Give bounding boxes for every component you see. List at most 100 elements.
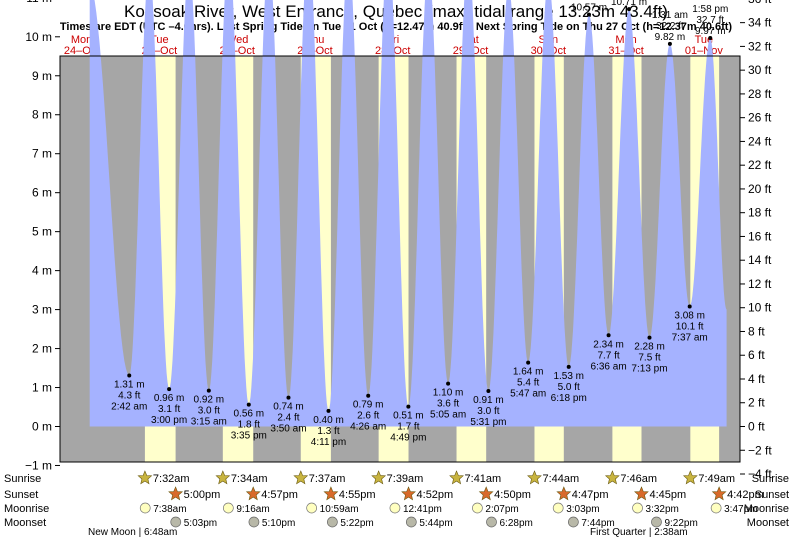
y-tick-label-m: 10 m (25, 30, 52, 44)
y-tick-label-ft: 14 ft (748, 253, 772, 267)
y-tick-label-m: 4 m (32, 264, 52, 278)
sunset-time: 4:50pm (494, 489, 531, 501)
y-axis-meters: 14 m13 m12 m11 m10 m9 m8 m7 m6 m5 m4 m3 … (25, 0, 60, 472)
y-tick-label-m: 7 m (32, 147, 52, 161)
moonrise-time: 12:41pm (403, 504, 442, 515)
y-tick-label-ft: 10 ft (748, 301, 772, 315)
moonrise-time: 2:07pm (485, 504, 518, 515)
tide-point (246, 402, 251, 407)
tide-time: 3:00 pm (151, 415, 187, 426)
tide-feet: 10.1 ft (676, 321, 704, 332)
tide-metres: 1.31 m (114, 379, 145, 390)
sunset-icon (323, 486, 339, 501)
tide-point (486, 389, 491, 394)
tide-time: 5:05 am (430, 410, 466, 421)
tide-metres: 0.40 m (313, 415, 344, 426)
tide-time: 1:58 pm (692, 4, 728, 15)
moonset-time: 6:28pm (499, 518, 532, 529)
day-name: Mon (71, 34, 92, 46)
tide-point (446, 381, 451, 386)
tide-feet: 7.7 ft (597, 350, 619, 361)
tide-feet: 5.0 ft (558, 382, 580, 393)
moonset-icon (568, 516, 579, 528)
sunrise-time: 7:37am (309, 473, 346, 485)
sunset-time: 4:52pm (417, 489, 454, 501)
tide-labels: 1.31 m4.3 ft2:42 am8:52 am38.5 ft11.72 m… (111, 0, 728, 448)
tide-metres: 9.82 m (655, 32, 686, 43)
astro-label-right-sunrise: Sunrise (752, 473, 789, 485)
moonrise-time: 9:16am (236, 504, 269, 515)
moonset-time: 7:44pm (581, 518, 614, 529)
astro-label-left-moonset: Moonset (4, 517, 46, 529)
tide-point (566, 364, 571, 369)
tide-point (667, 41, 672, 46)
tide-feet: 32.7 ft (696, 15, 724, 26)
tide-point (586, 12, 591, 17)
moonset-icon (248, 516, 260, 528)
moonset-icon (170, 516, 182, 528)
new-moon-note: New Moon | 6:48am (88, 527, 177, 538)
tide-time: 6:36 am (591, 361, 627, 372)
astro-label-right-sunset: Sunset (755, 489, 789, 501)
y-tick-label-ft: −4 ft (748, 467, 772, 481)
moonrise-icon (632, 502, 643, 514)
y-tick-label-m: 6 m (32, 186, 52, 200)
moonrise-icon (222, 502, 234, 514)
tide-feet: 5.4 ft (517, 378, 539, 389)
sunrise-icon (449, 470, 464, 485)
moonset-icon (405, 516, 417, 528)
tide-point (286, 395, 291, 400)
sunrise-icon (293, 470, 309, 485)
sunset-icon (401, 486, 416, 501)
tide-metres: 0.96 m (154, 393, 185, 404)
tide-point (206, 388, 211, 393)
tide-feet: 2.6 ft (357, 411, 379, 422)
moonset-time: 5:44pm (419, 518, 452, 529)
astro-label-right-moonrise: Moonrise (744, 503, 789, 515)
y-tick-label-ft: 8 ft (748, 324, 765, 338)
tide-feet: 3.1 ft (158, 404, 180, 415)
astro-label-left-sunset: Sunset (4, 489, 38, 501)
astro-rows: Sunrise Sunrise Sunset Sunset Moonrise Moonri… (4, 470, 789, 538)
moonset-icon (486, 516, 497, 528)
tide-metres: 10.71 m (611, 0, 647, 8)
sunrise-icon (371, 470, 387, 485)
tide-metres: 0.79 m (353, 400, 384, 411)
sunset-time: 4:45pm (649, 489, 686, 501)
moonrise-icon (389, 502, 401, 514)
y-tick-label-ft: 28 ft (748, 87, 772, 101)
sunset-icon (245, 486, 261, 501)
moonrise-icon (710, 502, 722, 514)
y-tick-label-m: 1 m (32, 381, 52, 395)
tide-point (526, 360, 531, 365)
y-tick-label-ft: 18 ft (748, 206, 772, 220)
tide-time: 3:15 am (191, 417, 227, 428)
tide-time: 3:35 pm (231, 431, 267, 442)
tide-feet: 3.0 ft (477, 406, 499, 417)
sunrise-icon (527, 470, 542, 485)
astro-label-left-moonrise: Moonrise (4, 503, 49, 515)
sunrise-time: 7:41am (465, 473, 502, 485)
chart-title: Koksoak River, West Entrance, Quebec (ma… (124, 2, 668, 21)
tide-point (687, 304, 692, 309)
sunset-time: 5:00pm (184, 489, 221, 501)
first-quarter-note: First Quarter | 2:38am (590, 527, 688, 538)
y-tick-label-ft: 6 ft (748, 348, 765, 362)
y-tick-label-ft: 22 ft (748, 158, 772, 172)
y-tick-label-ft: 36 ft (748, 0, 772, 6)
moonrise-time: 3:47pm (724, 504, 757, 515)
tide-metres: 2.28 m (634, 342, 665, 353)
tide-feet: 2.4 ft (277, 413, 299, 424)
tide-time: 1:31 am (652, 10, 688, 21)
y-tick-label-ft: 4 ft (748, 372, 765, 386)
moonrise-icon (472, 502, 483, 514)
tide-metres: 1.53 m (553, 371, 584, 382)
tide-metres: 1.10 m (433, 388, 464, 399)
sunset-time: 4:42pm (727, 489, 764, 501)
day-name: Tue (150, 34, 169, 46)
moonrise-icon (306, 502, 318, 514)
sunrise-time: 7:39am (387, 473, 424, 485)
tide-point (127, 373, 132, 378)
